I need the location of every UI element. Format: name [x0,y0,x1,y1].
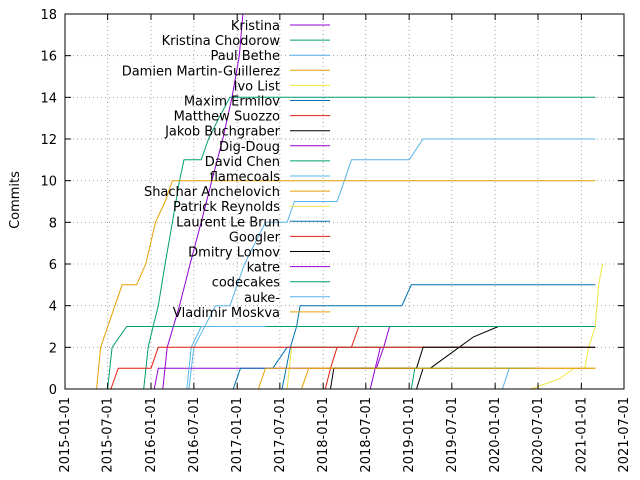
y-tick-label: 0 [49,383,57,398]
y-tick-label: 14 [40,91,57,106]
y-tick-label: 2 [49,341,57,356]
plot-border [64,13,625,390]
y-tick-label: 4 [49,300,57,315]
legend-label: Kristina [231,19,280,34]
legend-label: Patrick Reynolds [173,200,280,215]
legend-label: Kristina Chodorow [162,34,281,49]
x-tick-label: 2020-07-01 [531,397,546,473]
series-line-18 [501,368,510,390]
series-line-2 [188,138,596,390]
series-line-11 [301,367,596,390]
series-line-10 [186,326,266,390]
legend-label: Laurent Le Brun [176,215,280,230]
x-tick-label: 2017-01-01 [230,397,245,473]
y-tick-label: 6 [49,258,57,273]
legend-label: Googler [229,230,281,245]
legend-label: Maxim Ermilov [184,95,280,110]
legend-label: Ivo List [234,79,280,94]
x-tick-label: 2018-07-01 [359,397,374,473]
y-tick-label: 16 [40,50,57,65]
series-line-9 [107,326,596,390]
legend-label: flamecoals [210,170,280,185]
legend-label: katre [247,261,280,276]
legend-label: Dig-Doug [219,140,280,155]
y-axis-label: Commits [8,171,23,229]
x-tick-label: 2017-07-01 [273,397,288,473]
legend-label: codecakes [212,276,281,291]
x-tick-label: 2021-01-01 [574,397,589,473]
legend-label: Matthew Suozzo [174,110,280,125]
series-line-14 [110,346,596,390]
series-line-17 [410,367,535,390]
y-tick-label: 8 [49,216,57,231]
series-line-7 [416,326,499,390]
y-tick-label: 18 [40,8,57,23]
legend-label: Damien Martin-Guillerez [122,64,280,79]
series-lines [96,13,604,390]
x-tick-label: 2019-07-01 [445,397,460,473]
x-tick-label: 2021-07-01 [617,397,632,473]
x-tick-label: 2015-07-01 [101,397,116,473]
legend-label: Dmitry Lomov [188,246,280,261]
x-tick-label: 2016-01-01 [144,397,159,473]
series-line-19 [257,367,596,390]
series-line-1 [143,96,596,390]
x-tick-label: 2015-01-01 [58,397,73,473]
x-tick-label: 2019-01-01 [402,397,417,473]
series-line-6 [324,326,360,390]
legend-label: Paul Bethe [211,49,280,64]
legend-label: Jakob Buchgraber [164,125,281,140]
x-tick-label: 2020-01-01 [488,397,503,473]
series-line-4 [530,263,604,390]
legend-label: auke- [244,291,280,306]
y-tick-label: 12 [40,133,57,148]
series-line-3 [96,180,596,390]
legend-label: Shachar Anchelovich [144,185,280,200]
x-tick-label: 2016-07-01 [187,397,202,473]
legend-label: Vladimir Moskva [173,306,280,321]
axes: 0 2 4 6 8 10 12 14 16 18 2015-01-01 2015-07-01 2016-… [40,8,632,473]
legend-label: David Chen [205,155,280,170]
y-tick-label: 10 [40,175,57,190]
x-tick-label: 2018-01-01 [316,397,331,473]
